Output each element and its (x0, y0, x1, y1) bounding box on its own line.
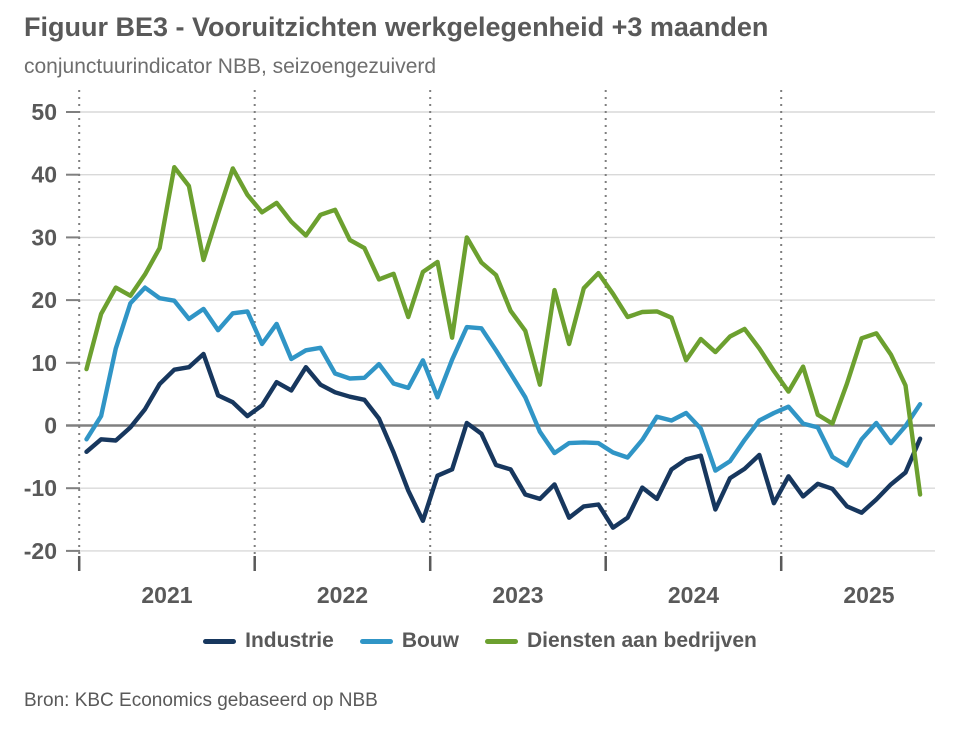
legend-line-swatch (484, 638, 518, 644)
legend-label: Diensten aan bedrijven (526, 629, 757, 652)
legend-item-industrie: Industrie (203, 629, 334, 653)
source-note: Bron: KBC Economics gebaseerd op NBB (24, 690, 378, 711)
chart-subtitle: conjunctuurindicator NBB, seizoengezuive… (24, 55, 437, 78)
legend-item-bouw: Bouw (359, 629, 459, 653)
x-axis-tick-label: 2022 (317, 582, 368, 608)
chart-legend: Industrie Bouw Diensten aan bedrijven (0, 629, 960, 653)
x-axis-tick-label: 2024 (668, 582, 719, 608)
y-axis-tick-label: 40 (31, 162, 57, 188)
legend-line-swatch (359, 638, 393, 644)
y-axis-tick-label: 10 (31, 350, 57, 376)
industrie-line (84, 351, 923, 530)
y-axis-tick-label: 50 (31, 99, 57, 125)
y-axis-tick-label: 20 (31, 287, 57, 313)
chart-title: Figuur BE3 - Vooruitzichten werkgelegenh… (24, 12, 769, 42)
x-axis-tick-label: 2023 (492, 582, 543, 608)
y-axis-tick-label: -20 (24, 538, 57, 564)
y-axis-tick-label: 0 (44, 413, 57, 439)
legend-label: Industrie (245, 629, 334, 652)
x-axis-tick-label: 2025 (843, 582, 894, 608)
bouw-line (84, 285, 923, 473)
x-axis-tick-label: 2021 (141, 582, 192, 608)
legend-item-diensten-aan-bedrijven: Diensten aan bedrijven (484, 629, 757, 653)
y-axis-tick-label: -10 (24, 475, 57, 501)
legend-label: Bouw (401, 629, 459, 652)
y-axis-tick-label: 30 (31, 224, 57, 250)
legend-line-swatch (203, 638, 237, 644)
diensten-aan-bedrijven-line (84, 164, 923, 497)
